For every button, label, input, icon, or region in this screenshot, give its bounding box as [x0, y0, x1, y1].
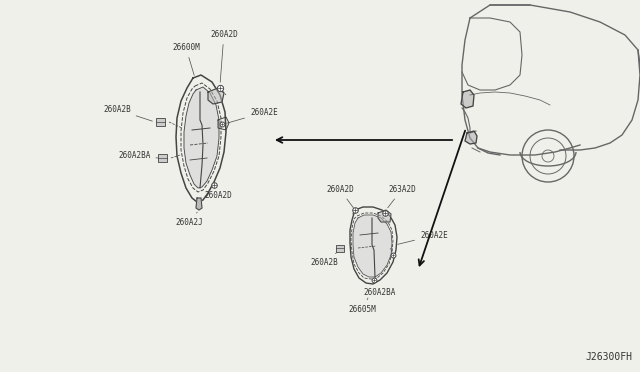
- Polygon shape: [353, 215, 392, 277]
- Polygon shape: [208, 88, 224, 104]
- Text: 260A2D: 260A2D: [326, 185, 354, 208]
- Bar: [336, 244, 344, 251]
- Text: 260A2D: 260A2D: [210, 30, 237, 82]
- Text: 26605M: 26605M: [348, 298, 376, 314]
- Text: 26600M: 26600M: [172, 43, 200, 76]
- Text: 260A2D: 260A2D: [204, 187, 232, 200]
- Text: 260A2BA: 260A2BA: [363, 282, 396, 297]
- Text: 260A2BA: 260A2BA: [118, 151, 158, 160]
- Polygon shape: [461, 90, 474, 108]
- Bar: [157, 154, 166, 162]
- Text: 263A2D: 263A2D: [388, 185, 416, 208]
- Polygon shape: [378, 210, 391, 222]
- Text: 260A2B: 260A2B: [310, 252, 338, 267]
- Polygon shape: [196, 198, 202, 210]
- Text: 260A2J: 260A2J: [175, 212, 203, 227]
- Polygon shape: [465, 131, 477, 144]
- Text: 260A2B: 260A2B: [103, 105, 152, 121]
- Text: J26300FH: J26300FH: [585, 352, 632, 362]
- Text: 260A2E: 260A2E: [397, 231, 448, 244]
- Polygon shape: [184, 87, 219, 188]
- Text: 260A2E: 260A2E: [227, 108, 278, 123]
- Bar: [156, 118, 164, 126]
